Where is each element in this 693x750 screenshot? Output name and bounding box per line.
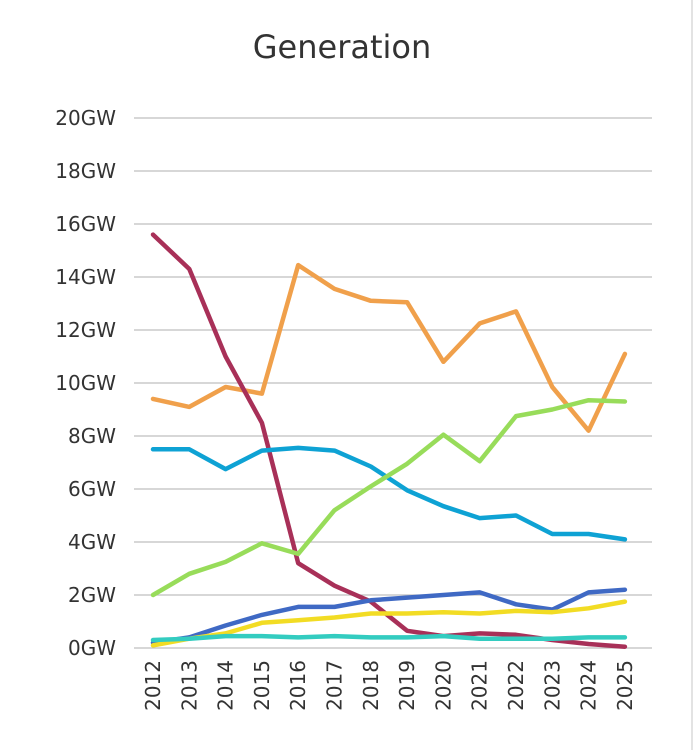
y-tick-label: 16GW	[55, 212, 116, 236]
y-tick-label: 14GW	[55, 265, 116, 289]
x-tick-label: 2016	[286, 660, 310, 711]
y-tick-label: 12GW	[55, 318, 116, 342]
y-tick-label: 4GW	[68, 530, 116, 554]
series-blue	[150, 587, 628, 645]
y-tick-label: 18GW	[55, 159, 116, 183]
series-orange	[150, 262, 628, 433]
series-lines	[150, 232, 628, 649]
y-tick-label: 0GW	[68, 636, 116, 660]
y-tick-label: 6GW	[68, 477, 116, 501]
x-tick-label: 2012	[141, 660, 165, 711]
x-tick-label: 2019	[395, 660, 419, 711]
y-axis-tick-labels: 0GW 2GW 4GW 6GW 8GW 10GW 12GW 14GW 16GW 18GW 20GW	[55, 106, 116, 660]
y-tick-label: 8GW	[68, 424, 116, 448]
y-tick-label: 2GW	[68, 583, 116, 607]
x-tick-label: 2014	[214, 660, 238, 711]
x-tick-label: 2020	[431, 660, 455, 711]
x-tick-label: 2022	[504, 660, 528, 711]
panel-right-border	[691, 0, 693, 750]
series-teal	[150, 633, 628, 643]
x-tick-label: 2025	[613, 660, 637, 711]
x-axis-tick-labels: 2012 2013 2014 2015 2016 2017 2018 2019 2020 2021…	[141, 660, 637, 711]
x-tick-label: 2018	[359, 660, 383, 711]
x-tick-label: 2015	[250, 660, 274, 711]
gridlines	[134, 117, 652, 649]
x-tick-label: 2023	[540, 660, 564, 711]
y-tick-label: 10GW	[55, 371, 116, 395]
series-cyan	[150, 445, 628, 542]
y-tick-label: 20GW	[55, 106, 116, 130]
x-tick-label: 2021	[468, 660, 492, 711]
series-maroon	[150, 232, 628, 649]
x-tick-label: 2017	[323, 660, 347, 711]
chart-title: Generation	[253, 28, 432, 66]
x-tick-label: 2024	[577, 660, 601, 711]
series-yellow	[150, 599, 628, 648]
series-green	[150, 397, 628, 598]
x-tick-label: 2013	[177, 660, 201, 711]
